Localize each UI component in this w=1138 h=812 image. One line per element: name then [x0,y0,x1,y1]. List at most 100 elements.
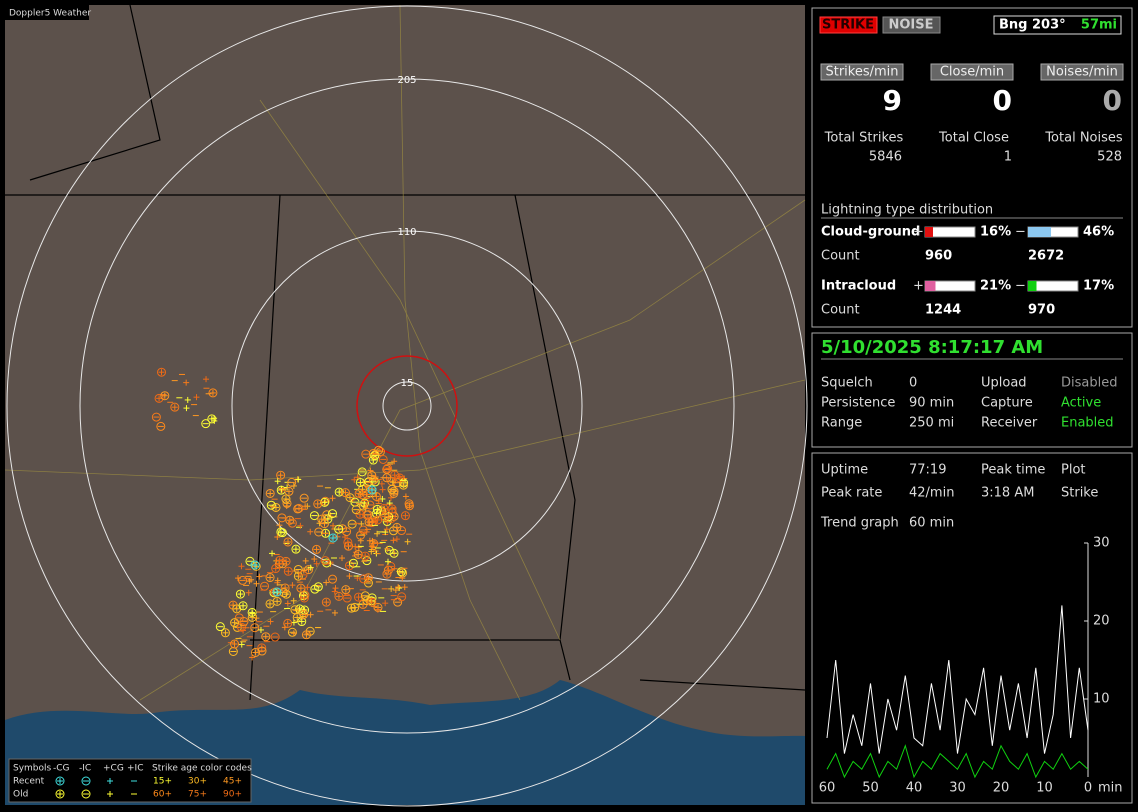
rate-header [930,63,1014,81]
strike-symbol [280,583,290,593]
bearing: Bng 203° [999,18,1066,33]
strike-symbol [250,623,260,633]
strike-symbol [341,585,351,595]
total-label: Total Noises [1044,131,1123,146]
ring-label: 205 [397,75,416,86]
strike-symbol [334,591,344,601]
strike-symbol [360,591,370,601]
strike-symbol [365,500,375,510]
strike-symbol [271,564,281,574]
strike-symbol [299,493,309,503]
count-value: 2672 [1028,249,1064,264]
strike-indicator [819,16,878,34]
strike-symbol [328,533,338,543]
strike-symbol [208,388,218,398]
count-value: 960 [925,249,952,264]
stat: Uptime [821,463,868,478]
noise-indicator-label: NOISE [888,18,933,33]
strike-symbol [257,646,267,656]
legend-type: +CG [103,764,124,774]
trend-panel [811,452,1133,804]
range-ring [79,78,735,734]
strike-symbol [287,477,297,487]
strike-symbol [313,499,323,509]
close-ring [356,355,458,457]
strike-symbol [230,618,240,628]
strike-symbol [342,593,352,603]
strike-symbol [355,477,365,487]
legend-type: -IC [79,764,91,774]
strike-symbol [328,574,338,584]
strike-symbol [81,776,91,786]
percent: 16% [980,225,1011,240]
age-code: 45+ [223,777,242,787]
strike-symbol [328,509,338,519]
strike-symbol [322,558,332,568]
strike-symbol [275,555,285,565]
strike-symbol [296,583,306,593]
bar-fill [1028,281,1037,291]
stat: Strike [1061,486,1098,501]
age-code: 90+ [223,790,242,800]
setting: Squelch [821,376,873,391]
ring-label: 15 [401,378,414,389]
sign: − [1015,279,1026,294]
stat: Peak rate [821,486,882,501]
x-tick-label: 10 [1036,781,1053,796]
strike-symbol [265,573,275,583]
legend-label: Symbols [13,764,52,774]
total-label: Total Strikes [824,131,904,146]
rate-value: 0 [993,84,1012,117]
setting: Range [821,416,862,431]
stat: Peak time [981,463,1045,478]
strike-symbol [285,515,295,525]
datetime: 5/10/2025 8:17:17 AM [821,337,1043,358]
strike-symbol [277,528,287,538]
stat: Plot [1061,463,1086,478]
rate-header-label: Strikes/min [825,65,898,80]
strike-symbol [271,502,281,512]
strike-symbol [293,571,303,581]
setting: Active [1061,396,1101,411]
total-value: 1 [1004,150,1012,165]
x-tick-label: 30 [949,781,966,796]
strike-symbol [347,519,357,529]
rate-header-label: Noises/min [1046,65,1118,80]
strike-symbol [81,789,91,799]
strike-symbol [310,584,320,594]
map: Doppler5 Weather [4,4,808,807]
strike-symbol [281,589,291,599]
rate-value: 9 [883,84,902,117]
strike-symbol [283,618,293,628]
strike-symbol [392,522,402,532]
strike-symbol [387,504,397,514]
strike-symbol [309,511,319,521]
count-label: Count [821,249,860,264]
sign: − [1015,225,1026,240]
strike-symbol [389,526,399,536]
legend-row: Recent [13,777,45,787]
total-value: 528 [1097,150,1122,165]
strike-symbol [220,628,230,638]
status-panel [811,332,1133,448]
stat: Trend graph [820,516,899,531]
strike-symbol [287,518,297,528]
strike-symbol [301,630,311,640]
strike-symbol [293,564,303,574]
strike-symbol [374,445,384,455]
strike-symbol [266,500,276,510]
strike-symbol [320,556,330,566]
setting: Capture [981,396,1033,411]
ring-label: 110 [397,227,416,238]
map-land [5,5,805,805]
strike-symbol [261,632,271,642]
strike-symbol [55,789,65,799]
strike-symbol [350,602,360,612]
y-tick-label: 10 [1093,692,1110,707]
strike-symbol [386,514,396,524]
strike-symbol [373,515,383,525]
strike-symbol [378,454,388,464]
setting: Upload [981,376,1027,391]
strike-symbol [157,367,167,377]
